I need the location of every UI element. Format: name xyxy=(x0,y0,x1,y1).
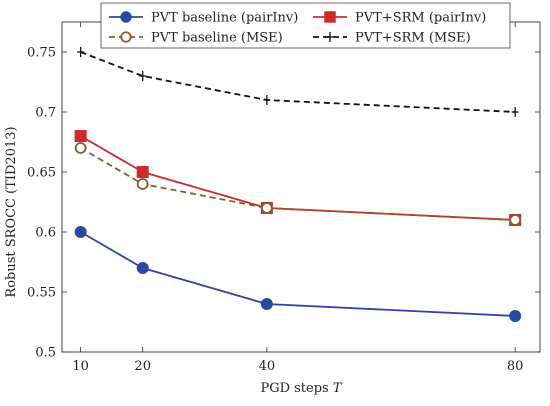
x-tick-label: 40 xyxy=(259,359,276,374)
legend-swatch-marker xyxy=(120,11,132,23)
legend-label: PVT+SRM (pairInv) xyxy=(355,11,486,26)
x-tick-label: 80 xyxy=(507,359,524,374)
legend-item-pvt-srm-pairinv: PVT+SRM (pairInv) xyxy=(313,11,486,26)
data-point-pvt-baseline-mse xyxy=(74,142,87,154)
y-tick-label: 0.75 xyxy=(27,46,56,61)
y-axis-label: Robust SROCC (TID2013) xyxy=(4,126,19,297)
y-tick-label: 0.6 xyxy=(35,226,56,241)
data-point-pvt-srm-mse xyxy=(77,47,85,57)
legend-swatch-marker xyxy=(324,11,336,23)
series-pvt-baseline-pairinv xyxy=(74,226,522,322)
series-pvt-srm-mse xyxy=(77,47,519,117)
series-line-pvt-baseline-mse xyxy=(80,147,516,221)
data-point-pvt-baseline-mse xyxy=(136,178,149,190)
legend-item-pvt-baseline-mse: PVT baseline (MSE) xyxy=(109,31,283,46)
y-tick-label: 0.7 xyxy=(35,106,56,121)
data-point-pvt-srm-mse xyxy=(263,95,271,105)
series-pvt-baseline-mse xyxy=(74,142,522,226)
data-point-pvt-baseline-pairinv xyxy=(260,298,273,310)
data-point-pvt-srm-mse xyxy=(139,71,147,81)
legend-label: PVT baseline (MSE) xyxy=(151,31,283,46)
legend-label: PVT+SRM (MSE) xyxy=(355,31,471,46)
data-point-pvt-srm-pairinv xyxy=(136,166,149,178)
data-point-pvt-srm-pairinv xyxy=(74,130,87,142)
legend-box xyxy=(100,2,511,49)
series-line-pvt-srm-mse xyxy=(80,51,516,113)
y-tick-label: 0.55 xyxy=(27,286,56,301)
data-point-pvt-baseline-pairinv xyxy=(136,262,149,274)
series-pvt-srm-pairinv xyxy=(74,130,522,226)
legend-swatch-marker xyxy=(120,31,132,43)
x-tick-label: 20 xyxy=(134,359,151,374)
y-tick-label: 0.5 xyxy=(35,346,56,361)
series-line-pvt-baseline-pairinv xyxy=(80,231,516,317)
data-point-pvt-baseline-pairinv xyxy=(74,226,87,238)
x-axis-label: PGD steps T xyxy=(260,381,342,396)
data-point-pvt-baseline-mse xyxy=(509,214,522,226)
x-tick-label: 10 xyxy=(72,359,89,374)
legend-label: PVT baseline (pairInv) xyxy=(151,11,298,26)
legend-item-pvt-srm-mse: PVT+SRM (MSE) xyxy=(313,31,471,46)
data-point-pvt-baseline-mse xyxy=(260,202,273,214)
legend-swatch-marker xyxy=(326,32,334,42)
data-point-pvt-baseline-pairinv xyxy=(509,310,522,322)
data-point-pvt-srm-mse xyxy=(511,107,519,117)
y-tick-label: 0.65 xyxy=(27,166,56,181)
legend-item-pvt-baseline-pairinv: PVT baseline (pairInv) xyxy=(109,11,298,26)
plot-frame xyxy=(61,21,541,353)
